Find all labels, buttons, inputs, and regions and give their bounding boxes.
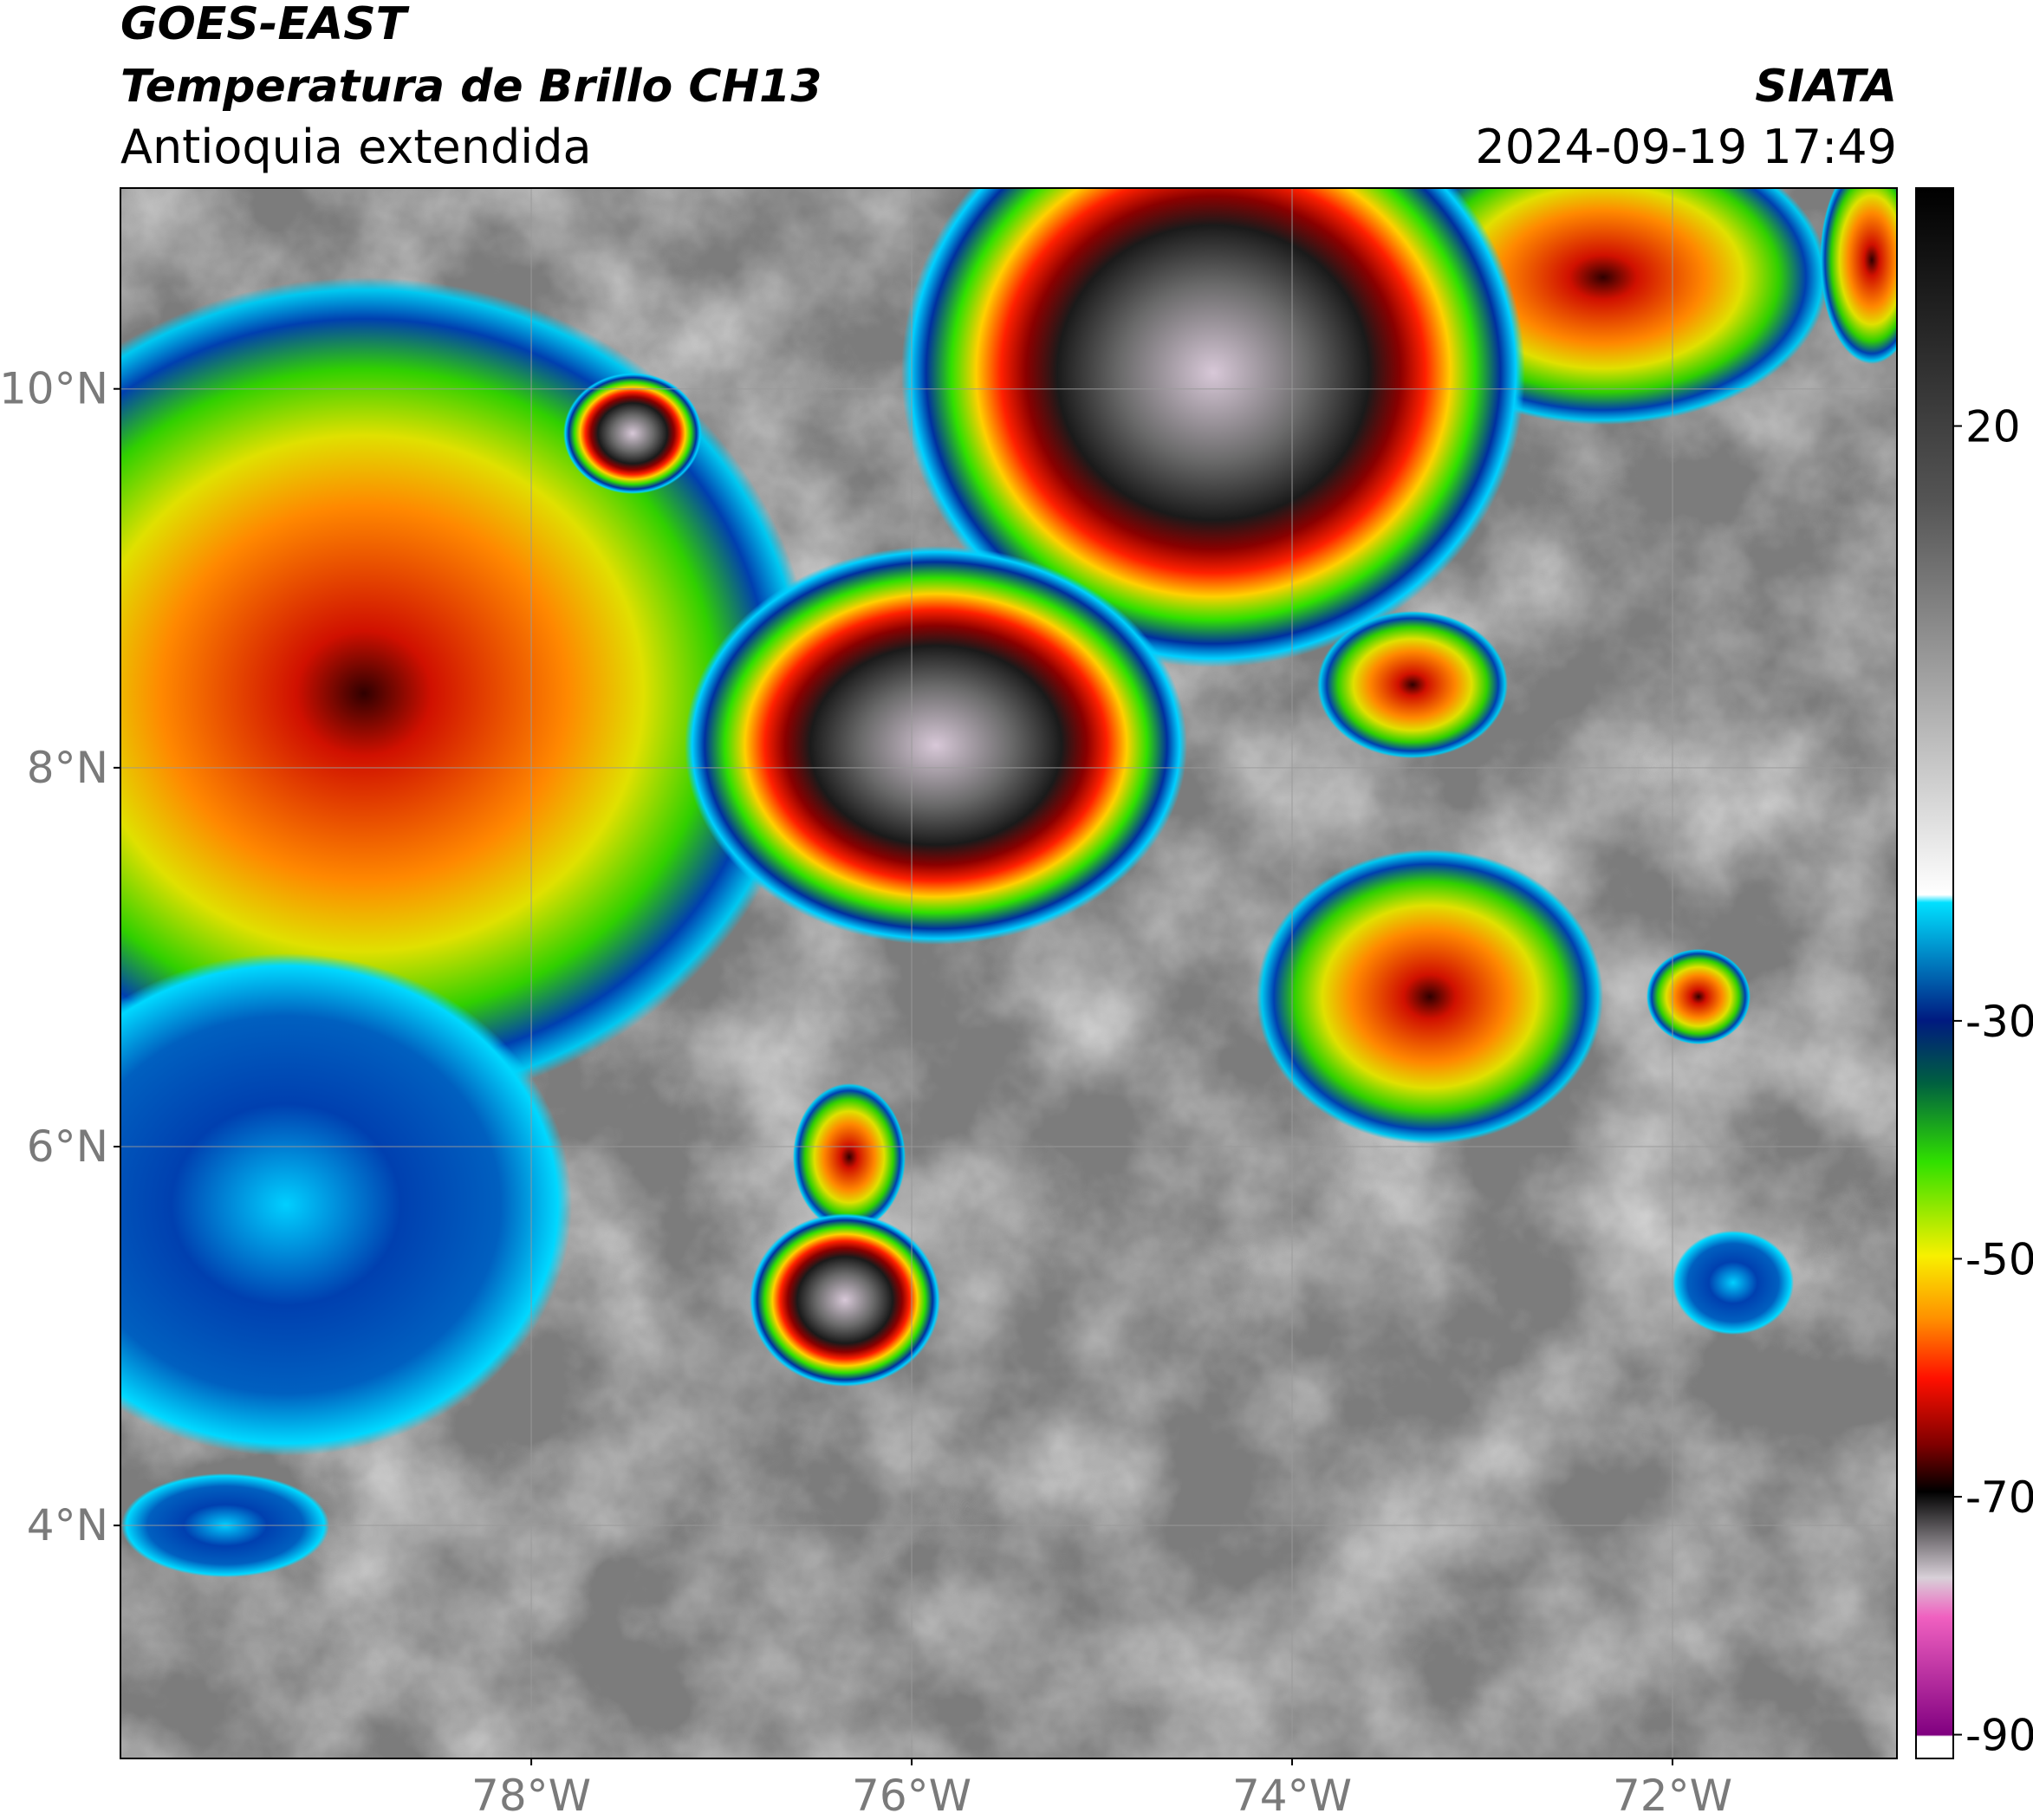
colorbar	[1915, 187, 1954, 1759]
lat-tick-label: 8°N	[27, 743, 108, 793]
graticule	[120, 188, 1897, 1758]
colorbar-tick-label: -70	[1965, 1472, 2033, 1523]
lon-tick-label: 72°W	[1613, 1771, 1732, 1820]
colorbar-tick-label: -90	[1965, 1711, 2033, 1761]
lat-tick-label: 10°N	[0, 364, 108, 414]
colorbar-tick-label: -50	[1965, 1234, 2033, 1284]
lat-tick-label: 6°N	[27, 1121, 108, 1172]
colorbar-tick-label: 20	[1965, 402, 2021, 452]
product: Temperatura de Brillo CH13	[120, 61, 822, 113]
colorbar-tick-label: -30	[1965, 997, 2033, 1047]
datetime: 2024-09-19 17:49	[1475, 120, 1897, 174]
lat-tick-label: 4°N	[27, 1500, 108, 1550]
satellite: GOES-EAST	[120, 0, 410, 50]
source: SIATA	[1755, 61, 1897, 113]
region: Antioquia extendida	[120, 120, 592, 174]
map-frame	[120, 187, 1898, 1759]
lon-tick-label: 78°W	[471, 1771, 591, 1820]
lon-tick-label: 76°W	[852, 1771, 971, 1820]
lon-tick-label: 74°W	[1232, 1771, 1352, 1820]
satellite-image	[120, 188, 1897, 1758]
